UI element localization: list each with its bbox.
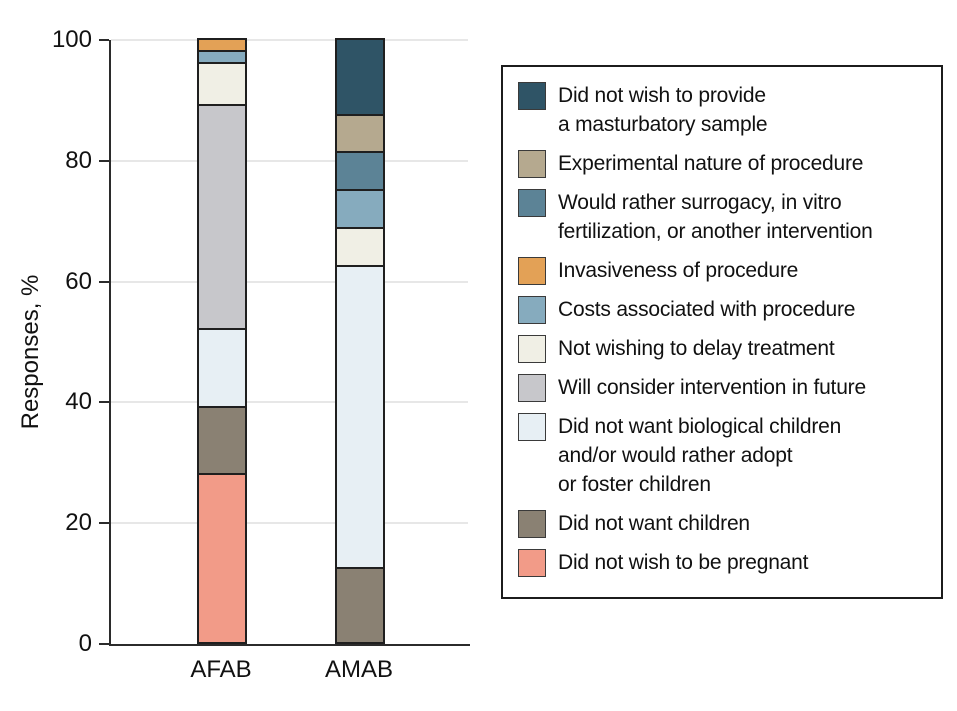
legend-item-costs: Costs associated with procedure [518, 296, 935, 324]
y-tick-80 [99, 159, 109, 162]
legend-item-pregnant: Did not wish to be pregnant [518, 549, 935, 577]
legend-color-swatch-experimental [518, 150, 546, 178]
bar-segment-afab-children [198, 407, 246, 474]
legend-label-surrogacy: Would rather surrogacy, in vitro fertili… [558, 191, 873, 243]
legend-label-delay: Not wishing to delay treatment [558, 337, 835, 360]
legend-color-swatch-consider [518, 374, 546, 402]
legend-color-swatch-children [518, 510, 546, 538]
y-tick-100 [99, 39, 109, 41]
legend-item-biological: Did not want biological children and/or … [518, 413, 935, 499]
gridline-100 [111, 39, 468, 41]
legend-box: Did not wish to provide a masturbatory s… [501, 65, 943, 599]
y-tick-0 [99, 643, 109, 645]
bar-amab [335, 38, 385, 644]
y-tick-label-80: 80 [65, 146, 92, 174]
legend-color-swatch-masturbatory_sample [518, 82, 546, 110]
legend-color-swatch-biological [518, 413, 546, 441]
legend-color-swatch-pregnant [518, 549, 546, 577]
legend-item-children: Did not want children [518, 510, 935, 538]
legend-label-children: Did not want children [558, 512, 750, 535]
legend-color-swatch-delay [518, 335, 546, 363]
legend-label-biological: Did not want biological children and/or … [558, 415, 842, 496]
legend-label-experimental: Experimental nature of procedure [558, 152, 864, 175]
bar-segment-amab-costs [336, 190, 384, 228]
y-tick-label-60: 60 [65, 267, 92, 295]
plot-area [109, 38, 470, 646]
y-tick-label-40: 40 [65, 388, 92, 416]
legend-item-invasiveness: Invasiveness of procedure [518, 257, 935, 285]
bar-segment-amab-experimental [336, 114, 384, 153]
legend-color-swatch-invasiveness [518, 257, 546, 285]
y-tick-60 [99, 280, 109, 283]
gridline-80 [111, 159, 468, 162]
legend-color-swatch-costs [518, 296, 546, 324]
gridline-60 [111, 280, 468, 283]
bar-segment-amab-delay [336, 227, 384, 266]
legend-item-delay: Not wishing to delay treatment [518, 335, 935, 363]
y-tick-40 [99, 401, 109, 404]
legend-label-costs: Costs associated with procedure [558, 298, 856, 321]
legend-label-masturbatory_sample: Did not wish to provide a masturbatory s… [558, 84, 768, 136]
gridline-40 [111, 401, 468, 404]
legend-label-pregnant: Did not wish to be pregnant [558, 551, 809, 574]
legend-label-consider: Will consider intervention in future [558, 376, 866, 399]
bar-segment-afab-pregnant [198, 473, 246, 643]
y-tick-20 [99, 522, 109, 525]
bar-afab [197, 38, 247, 644]
x-category-label-afab: AFAB [190, 656, 252, 683]
y-tick-label-20: 20 [65, 509, 92, 537]
bar-segment-afab-delay [198, 63, 246, 106]
legend-item-masturbatory_sample: Did not wish to provide a masturbatory s… [518, 82, 935, 139]
bar-segment-afab-costs [198, 51, 246, 64]
bar-segment-amab-surrogacy [336, 152, 384, 190]
legend-item-surrogacy: Would rather surrogacy, in vitro fertili… [518, 189, 935, 246]
y-tick-label-0: 0 [78, 630, 92, 657]
legend-label-invasiveness: Invasiveness of procedure [558, 259, 799, 282]
bar-segment-amab-masturbatory_sample [336, 39, 384, 115]
gridline-20 [111, 522, 468, 525]
x-category-label-amab: AMAB [324, 656, 393, 683]
bar-segment-afab-invasiveness [198, 39, 246, 52]
bar-segment-afab-consider [198, 105, 246, 329]
bar-segment-amab-biological [336, 265, 384, 568]
bar-segment-amab-children [336, 567, 384, 643]
legend-item-consider: Will consider intervention in future [518, 374, 935, 402]
legend-item-experimental: Experimental nature of procedure [518, 150, 935, 178]
y-tick-label-100: 100 [51, 26, 92, 53]
legend-color-swatch-surrogacy [518, 189, 546, 217]
bar-segment-afab-biological [198, 328, 246, 408]
